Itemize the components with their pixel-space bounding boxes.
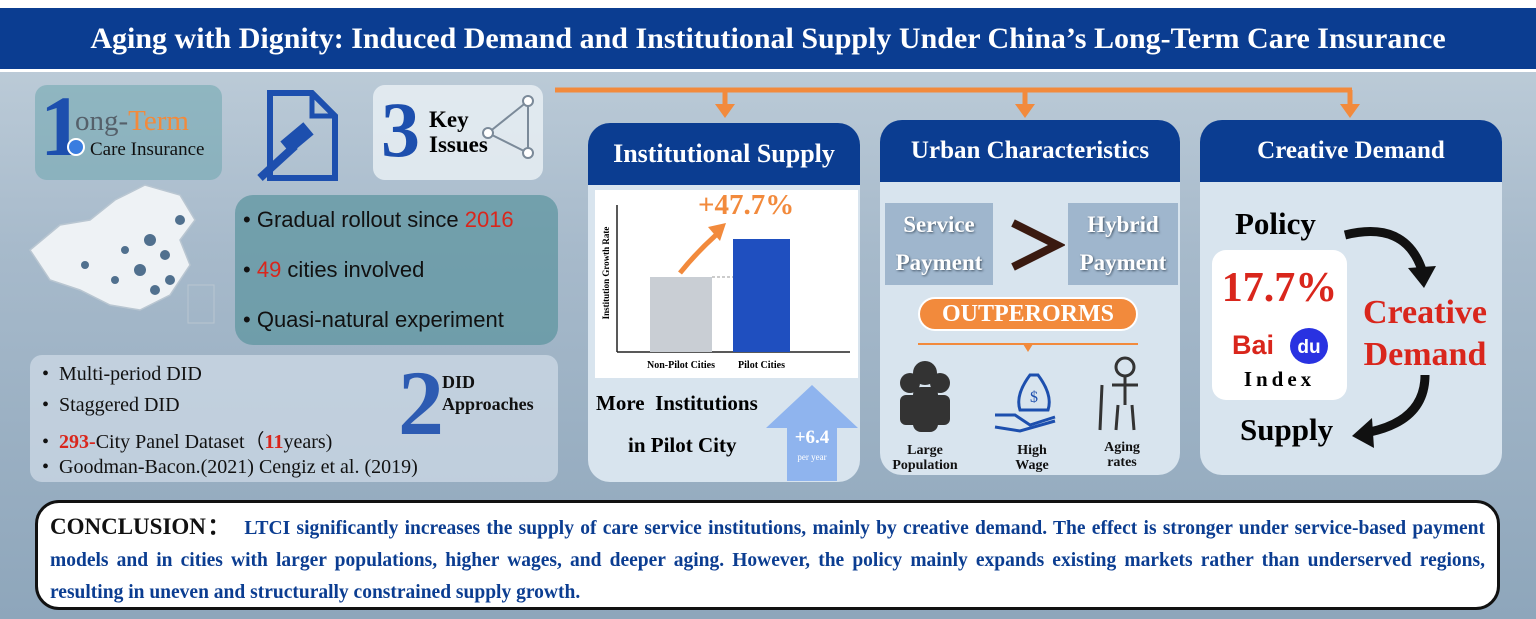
service-payment: Service Payment <box>885 203 993 285</box>
payment-line: Hybrid <box>1087 212 1159 237</box>
key-issues-line: Issues <box>429 132 488 157</box>
axis-label: Institution Growth Rate <box>601 226 611 320</box>
brand-a: Bai <box>1232 330 1275 360</box>
key-issues-box: 3 Key Issues <box>373 85 543 180</box>
payment-line: Service <box>903 212 975 237</box>
top-strip <box>0 0 1536 8</box>
logo-subtitle: Care Insurance <box>90 139 205 160</box>
urban-heading: Urban Characteristics <box>880 120 1180 182</box>
method-text: Goodman-Bacon.(2021) Cengiz et al. (2019… <box>59 456 418 478</box>
title: Aging with Dignity: Induced Demand and I… <box>0 8 1536 72</box>
method: • Staggered DID <box>42 394 180 416</box>
supply-card: Institutional Supply Institution Growth … <box>588 123 860 482</box>
hybrid-payment: Hybrid Payment <box>1068 203 1178 285</box>
supply-heading: Institutional Supply <box>588 123 860 185</box>
conclusion-text: LTCI significantly increases the supply … <box>50 518 1485 603</box>
verdict-line <box>918 343 1138 352</box>
demand-bottom: Supply <box>1240 412 1334 447</box>
method: • Goodman-Bacon.(2021) Cengiz et al. (20… <box>42 456 418 478</box>
fact: • 49 cities involved <box>243 257 425 282</box>
supply-note: More Institutions <box>596 391 758 415</box>
badge-number: 2 <box>398 352 444 454</box>
method-text: Multi-period DID <box>59 363 202 385</box>
increase-value: +6.4 <box>794 427 830 448</box>
cycle-arrows <box>1343 227 1436 448</box>
increase-unit: per year <box>797 452 827 462</box>
key-issues-label: Key Issues <box>429 107 488 157</box>
logo-box: 1 ong-Term Care Insurance <box>35 81 222 180</box>
logo-text-a: ong- <box>75 105 129 137</box>
factor-line: Aging <box>1104 440 1140 455</box>
result-line: Demand <box>1363 336 1487 373</box>
factor-line: Wage <box>1015 458 1049 473</box>
factor-line: Large <box>907 443 943 458</box>
baidu-box: 17.7% Bai du Index <box>1212 250 1347 400</box>
badge-line: Approaches <box>442 394 534 414</box>
key-issues-number: 3 <box>381 86 420 173</box>
payment-line: Payment <box>1079 250 1167 275</box>
network-icon <box>482 95 534 159</box>
methods-box: • Multi-period DID • Staggered DID • 293… <box>30 355 558 482</box>
demand-index: Index <box>1243 367 1316 391</box>
demand-card: Creative Demand Policy 17.7% Bai du Inde… <box>1200 120 1502 475</box>
demand-result: Creative Demand <box>1350 292 1500 376</box>
fact-highlight: 2016 <box>464 207 514 232</box>
fact-text: Gradual rollout since <box>256 207 465 232</box>
factor-label: Large Population <box>880 443 970 473</box>
chart-area <box>595 190 858 378</box>
increase-arrow <box>766 385 858 481</box>
method-text: years) <box>283 431 333 453</box>
factor-line: rates <box>1107 455 1137 470</box>
fact-highlight: 49 <box>256 257 282 282</box>
demand-heading: Creative Demand <box>1200 120 1502 182</box>
method: • 293-City Panel Dataset（11years) <box>42 431 333 453</box>
facts-box: • Gradual rollout since 2016 • 49 cities… <box>235 195 558 345</box>
fact: • Gradual rollout since 2016 <box>243 207 514 232</box>
demand-top: Policy <box>1235 206 1316 241</box>
factor-icons: $ <box>900 356 1138 433</box>
badge-line: DID <box>442 372 476 392</box>
plus-icon <box>67 138 85 156</box>
demand-share: 17.7% <box>1221 265 1338 311</box>
method-highlight: 293- <box>59 431 96 453</box>
method-text: City Panel Dataset（ <box>95 431 265 453</box>
factor-line: High <box>1017 443 1047 458</box>
conclusion-box: CONCLUSION： LTCI significantly increases… <box>35 500 1500 610</box>
badge-label: DID Approaches <box>442 371 534 415</box>
growth-chart <box>616 205 850 353</box>
brand-b: du <box>1290 328 1328 364</box>
method-text: Staggered DID <box>59 394 180 416</box>
supply-note: in Pilot City <box>628 433 737 457</box>
result-line: Creative <box>1363 294 1487 331</box>
factor-label: High Wage <box>987 443 1077 473</box>
growth-label: +47.7% <box>698 189 795 221</box>
key-issues-line: Key <box>429 107 469 132</box>
category-label: Pilot Cities <box>738 360 785 371</box>
fact-text: Quasi-natural experiment <box>256 307 504 332</box>
fact-text: cities involved <box>281 257 425 282</box>
connector-arrows <box>555 87 1360 118</box>
category-label: Non-Pilot Cities <box>646 360 716 371</box>
greater-than <box>1011 219 1065 271</box>
factor-line: Population <box>892 458 958 473</box>
dollar-sign: $ <box>1030 389 1038 406</box>
method: • Multi-period DID <box>42 363 202 385</box>
document-icon <box>257 90 338 181</box>
logo-text-b: Term <box>128 105 189 137</box>
logo-number: 1 <box>40 78 83 174</box>
china-map <box>29 184 215 324</box>
logo-text: ong-Term <box>75 105 189 138</box>
factor-label: Aging rates <box>1077 440 1167 470</box>
urban-card: Urban Characteristics Service Payment Hyb… <box>880 120 1180 475</box>
verdict: OUTPERORMS <box>918 297 1138 331</box>
fact: • Quasi-natural experiment <box>243 307 504 332</box>
conclusion-label: CONCLUSION： <box>50 514 232 539</box>
payment-line: Payment <box>895 250 983 275</box>
method-highlight: 11 <box>264 431 284 453</box>
